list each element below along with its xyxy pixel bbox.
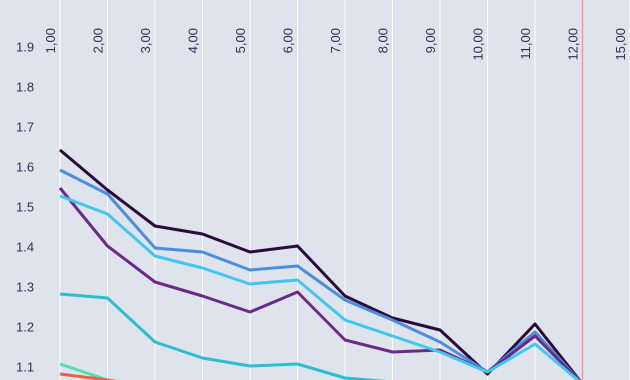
x-tick-label: 3,00	[138, 28, 153, 53]
y-tick-label: 1.8	[16, 79, 34, 94]
line-series	[59, 292, 387, 380]
x-tick-label: 15,00	[613, 28, 628, 61]
y-tick-label: 1.4	[16, 239, 34, 254]
line-series	[59, 194, 581, 380]
line-series	[59, 148, 582, 380]
y-tick-label: 1.2	[16, 319, 34, 334]
x-tick-label: 4,00	[186, 28, 201, 53]
line-series	[59, 168, 581, 380]
x-tick-label: 5,00	[233, 28, 248, 53]
y-tick-label: 1.5	[16, 199, 34, 214]
y-tick-label: 1.9	[16, 39, 34, 54]
x-tick-label: 6,00	[281, 28, 296, 53]
y-tick-label: 1.1	[16, 359, 34, 374]
line-series	[59, 362, 117, 380]
x-tick-label: 9,00	[423, 28, 438, 53]
y-tick-label: 1.3	[16, 279, 34, 294]
y-tick-label: 1.6	[16, 159, 34, 174]
x-tick-label: 11,00	[518, 28, 533, 60]
x-tick-label: 8,00	[376, 28, 391, 53]
x-tick-label: 7,00	[328, 28, 343, 53]
x-tick-label: 10,00	[471, 28, 486, 61]
y-tick-label: 1.7	[16, 119, 34, 134]
plot	[58, 148, 582, 380]
x-tick-label: 2,00	[91, 28, 106, 53]
line-series	[59, 372, 117, 380]
x-tick-label: 12,00	[566, 28, 581, 61]
x-tick-label: 1,00	[43, 28, 58, 53]
